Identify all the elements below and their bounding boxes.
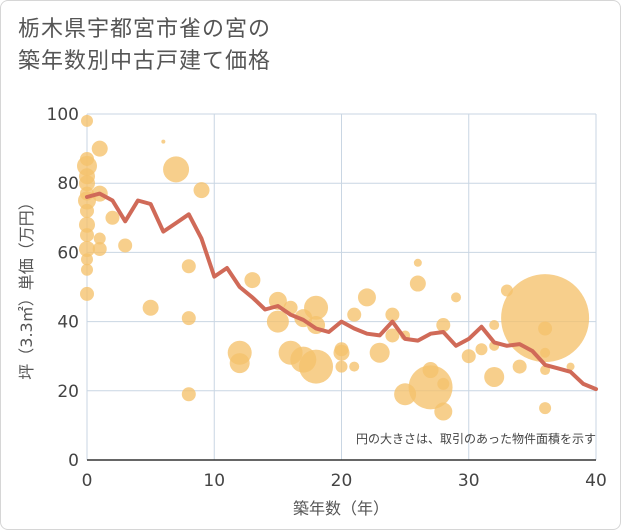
bubble	[299, 349, 334, 384]
y-tick-label: 60	[57, 243, 79, 263]
bubble	[408, 365, 453, 410]
bubble	[385, 307, 400, 322]
bubble	[80, 286, 94, 301]
bubble	[244, 272, 261, 289]
bubble	[369, 342, 390, 363]
bubble	[80, 203, 94, 218]
bubble	[461, 349, 476, 364]
x-tick-label: 20	[331, 471, 353, 491]
tick-labels: 0 20 40 60 80 100 0 10 20 30 40	[47, 105, 607, 491]
bubble	[229, 353, 250, 374]
bubble	[79, 240, 95, 257]
bubble	[409, 275, 426, 292]
y-axis-label: 坪（3.3㎡）単価（万円）	[17, 194, 36, 379]
y-tick-label: 80	[57, 174, 79, 194]
bubble	[118, 238, 133, 253]
bubble	[92, 241, 107, 256]
bubble	[79, 175, 95, 192]
bubble	[91, 140, 108, 157]
bubble	[451, 292, 462, 303]
bubble	[566, 362, 575, 371]
bubble	[266, 310, 289, 333]
bubble	[163, 156, 190, 183]
y-tick-label: 100	[47, 105, 79, 125]
bubble	[81, 253, 93, 266]
bubble	[181, 311, 196, 326]
y-tick-label: 0	[68, 451, 79, 471]
bubble	[347, 307, 362, 322]
bubble	[385, 328, 400, 343]
bubble	[161, 139, 166, 144]
bubble	[501, 274, 590, 363]
x-tick-label: 0	[82, 471, 93, 491]
bubble	[81, 114, 93, 127]
bubble	[437, 377, 450, 390]
x-tick-label: 30	[458, 471, 480, 491]
bubble	[349, 361, 360, 372]
bubble	[434, 402, 453, 421]
size-note: 円の大きさは、取引のあった物件面積を示す	[356, 431, 596, 446]
bubble	[80, 228, 94, 243]
bubble	[142, 299, 159, 316]
grid-lines	[86, 113, 597, 461]
bubble	[489, 320, 500, 331]
bubble	[193, 182, 210, 199]
bubble	[81, 263, 93, 276]
bubble	[93, 232, 106, 245]
bubble	[181, 259, 196, 274]
trend-line	[85, 191, 598, 392]
bubble	[436, 318, 451, 333]
title-line-1: 栃木県宇都宮市雀の宮の	[18, 17, 272, 42]
bubble	[512, 359, 527, 374]
bubble	[335, 360, 348, 373]
bubble	[475, 343, 488, 356]
bubble	[304, 295, 329, 320]
bubble	[181, 387, 196, 402]
bubble	[357, 288, 376, 307]
bubble	[413, 258, 422, 267]
bubble	[105, 210, 120, 225]
bubble	[538, 321, 553, 336]
y-tick-label: 40	[57, 313, 79, 333]
bubble	[79, 216, 95, 233]
x-tick-label: 10	[203, 471, 225, 491]
bubble	[333, 344, 350, 361]
chart-title: 栃木県宇都宮市雀の宮の 築年数別中古戸建て価格	[18, 14, 271, 78]
bubble	[539, 402, 552, 415]
x-axis-label: 築年数（年）	[293, 499, 389, 518]
bubble	[540, 347, 551, 358]
x-tick-label: 40	[585, 471, 607, 491]
bubble	[484, 366, 505, 387]
y-tick-label: 20	[57, 382, 79, 402]
title-line-2: 築年数別中古戸建て価格	[18, 49, 272, 74]
